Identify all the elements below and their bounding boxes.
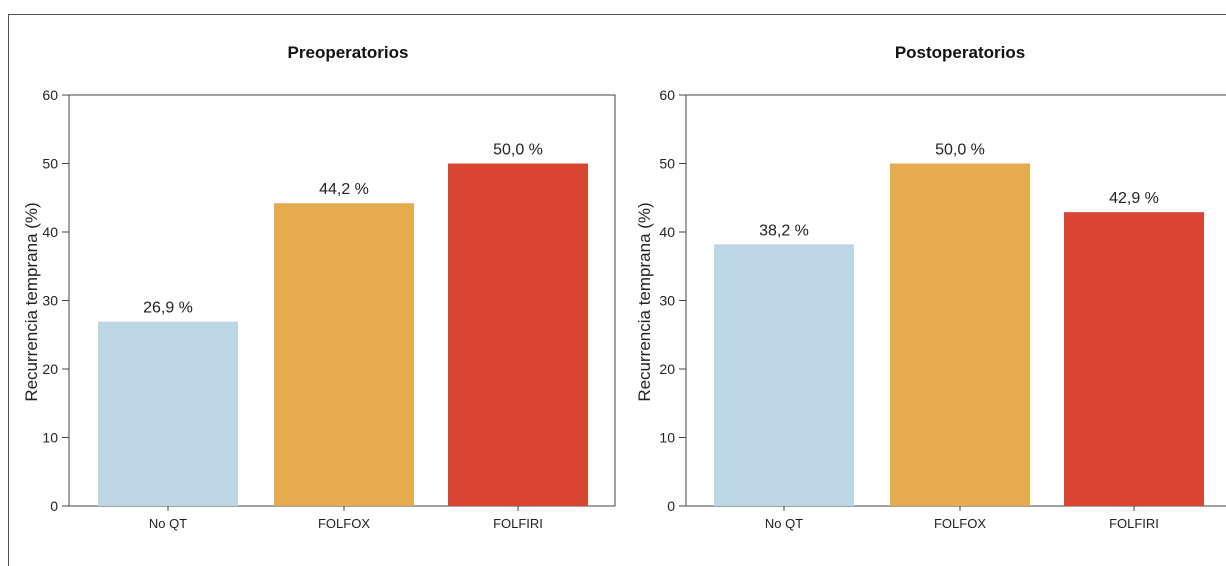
bar-no-qt [98,321,238,506]
y-axis-label: Recurrencia temprana (%) [635,202,654,401]
y-tick-label: 20 [659,361,675,377]
chart-panel-preoperatorios: Preoperatorios Recurrencia temprana (%) … [22,43,616,531]
chart-title: Postoperatorios [895,43,1025,62]
y-tick-label: 40 [42,224,58,240]
bar-folfiri [448,163,588,506]
y-tick-label: 0 [667,498,675,514]
data-label: 50,0 % [935,142,985,159]
x-tick-label: FOLFOX [934,516,986,531]
x-tick-label: FOLFIRI [493,516,543,531]
chart-title: Preoperatorios [288,43,409,62]
data-label: 50,0 % [493,142,543,159]
bar-folfox [890,163,1030,506]
chart-panel-postoperatorios: Postoperatorios Recurrencia temprana (%)… [635,43,1226,531]
x-tick-label: No QT [765,516,803,531]
y-axis-label: Recurrencia temprana (%) [22,202,41,401]
data-label: 38,2 % [759,222,809,239]
y-tick-label: 50 [659,156,675,172]
figure-frame [8,14,1226,566]
y-tick-label: 10 [42,430,58,446]
y-tick-label: 60 [42,87,58,103]
x-tick-label: FOLFIRI [1109,516,1159,531]
y-tick-label: 50 [42,156,58,172]
y-tick-label: 40 [659,224,675,240]
y-tick-label: 60 [659,87,675,103]
y-tick-label: 10 [659,430,675,446]
x-tick-label: No QT [149,516,187,531]
y-tick-label: 20 [42,361,58,377]
data-label: 26,9 % [143,300,193,317]
bar-no-qt [714,244,854,506]
y-tick-label: 30 [659,293,675,309]
data-label: 44,2 % [319,181,369,198]
y-tick-label: 0 [50,498,58,514]
bar-folfox [274,203,414,507]
x-tick-label: FOLFOX [318,516,370,531]
data-label: 42,9 % [1109,190,1159,207]
y-tick-label: 30 [42,293,58,309]
bar-folfiri [1064,212,1204,506]
